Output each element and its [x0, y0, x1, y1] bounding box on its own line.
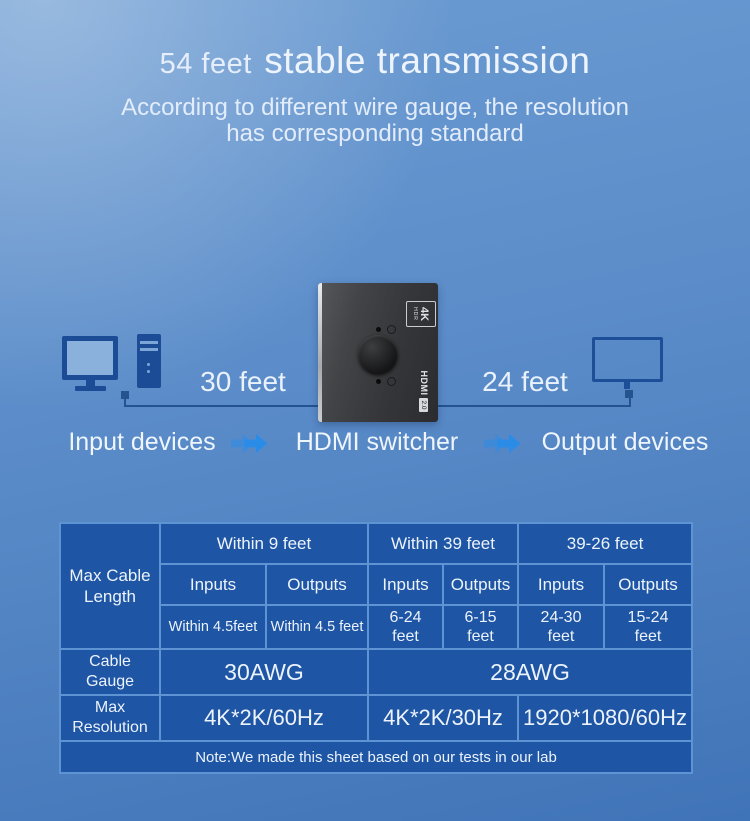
hdmi-switcher-device: 4K HDR HDMI 2.0: [318, 283, 438, 422]
cell-g2-outputs-header: Outputs: [441, 563, 520, 606]
value-line: feet: [547, 628, 575, 645]
switch-button: [358, 335, 398, 375]
cell-g1-inputs-header: Inputs: [159, 563, 267, 606]
cell-resolution-2: 4K*2K/30Hz: [366, 694, 520, 742]
value-line: feet: [467, 628, 494, 645]
output-devices-label: Output devices: [541, 428, 709, 456]
cell-resolution-1: 4K*2K/60Hz: [159, 694, 369, 742]
cell-group-1-header: Within 9 feet: [159, 522, 369, 565]
output-cable: [629, 397, 631, 407]
value-line: 6-24: [389, 609, 422, 626]
hdmi-version-badge: 2.0: [419, 398, 429, 412]
input-cable-length-label: 30 feet: [200, 366, 286, 397]
cell-30awg: 30AWG: [159, 648, 369, 696]
page-subtitle: According to different wire gauge, the r…: [0, 95, 750, 147]
4k-hdr-badge: 4K HDR: [406, 301, 436, 327]
cell-g2-outputs-value: 6-15 feet: [441, 604, 520, 650]
table-row-max-resolution: Max Resolution 4K*2K/60Hz 4K*2K/30Hz 192…: [59, 694, 694, 742]
cell-resolution-3: 1920*1080/60Hz: [517, 694, 694, 742]
cell-g3-inputs-value: 24-30 feet: [517, 604, 606, 650]
cell-note: Note:We made this sheet based on our tes…: [58, 740, 694, 774]
output-tv-icon: [592, 337, 663, 382]
value-line: feet: [634, 628, 662, 645]
table-row-cable-gauge: Cable Gauge 30AWG 28AWG: [59, 648, 694, 696]
title-feet: 54 feet: [159, 48, 252, 80]
cell-g1-outputs-value: Within 4.5 feet: [265, 604, 369, 650]
computer-tower-icon: [137, 334, 161, 388]
table-row-note: Note:We made this sheet based on our tes…: [58, 740, 694, 774]
cell-g3-outputs-header: Outputs: [603, 563, 694, 606]
value-line: 15-24: [627, 609, 669, 626]
input-cable-connector: [121, 391, 129, 399]
output-cable-length-label: 24 feet: [482, 366, 568, 397]
cell-g3-inputs-header: Inputs: [517, 563, 606, 606]
table-row-group-headers: Max Cable Length Within 9 feet Within 39…: [59, 522, 694, 650]
input-monitor-stand-neck: [86, 380, 95, 386]
input-devices-label: Input devices: [68, 428, 216, 456]
device-led: [376, 327, 381, 332]
value-line: Within 4.5 feet: [270, 618, 364, 635]
cable-spec-table: Max Cable Length Within 9 feet Within 39…: [58, 522, 694, 774]
page-title: 54 feet stable transmission: [0, 40, 750, 82]
cell-g3-outputs-value: 15-24 feet: [603, 604, 694, 650]
output-tv-stand: [624, 382, 630, 389]
tower-led: [147, 363, 150, 366]
cell-max-resolution-label: Max Resolution: [59, 694, 161, 742]
double-arrow-icon: [484, 433, 521, 454]
value-line: Within 4.5feet: [168, 618, 258, 635]
subtitle-line-1: According to different wire gauge, the r…: [121, 94, 629, 121]
table-row-length-values: Within 4.5feet Within 4.5 feet 6-24 feet…: [60, 604, 694, 650]
output-cable-connector: [625, 390, 633, 398]
tower-drive-slot: [140, 341, 158, 344]
input-cable: [124, 405, 318, 407]
device-led: [376, 379, 381, 384]
device-led-symbol: [387, 325, 396, 334]
output-cable: [438, 405, 631, 407]
cell-group-3-header: 39-26 feet: [517, 522, 694, 565]
hdr-badge-text: HDR: [412, 307, 419, 321]
double-arrow-icon: [231, 433, 268, 454]
4k-badge-text: 4K: [418, 306, 431, 322]
hdmi-switcher-label: HDMI switcher: [295, 428, 459, 456]
subtitle-line-2: has corresponding standard: [226, 120, 524, 147]
hdmi-badge: HDMI 2.0: [417, 368, 431, 414]
input-cable: [124, 398, 126, 407]
table-row-io-headers: Inputs Outputs Inputs Outputs Inputs Out…: [60, 563, 694, 606]
cell-max-cable-length: Max Cable Length: [59, 522, 161, 650]
hdmi-badge-text: HDMI: [419, 370, 429, 396]
tower-led: [147, 370, 150, 373]
cell-g2-inputs-value: 6-24 feet: [367, 604, 444, 650]
input-monitor-stand-base: [75, 386, 106, 391]
device-led-symbol: [387, 377, 396, 386]
cell-cable-gauge-label: Cable Gauge: [59, 648, 161, 696]
value-line: feet: [392, 628, 419, 645]
input-monitor-icon: [62, 336, 118, 380]
cell-g1-outputs-header: Outputs: [265, 563, 369, 606]
cell-group-2-header: Within 39 feet: [366, 522, 520, 565]
cell-g1-inputs-value: Within 4.5feet: [159, 604, 267, 650]
tower-drive-slot: [140, 348, 158, 351]
cell-28awg: 28AWG: [366, 648, 694, 696]
value-line: 24-30: [540, 609, 582, 626]
title-main: stable transmission: [264, 40, 591, 81]
cell-g2-inputs-header: Inputs: [367, 563, 444, 606]
value-line: 6-15: [464, 609, 497, 626]
